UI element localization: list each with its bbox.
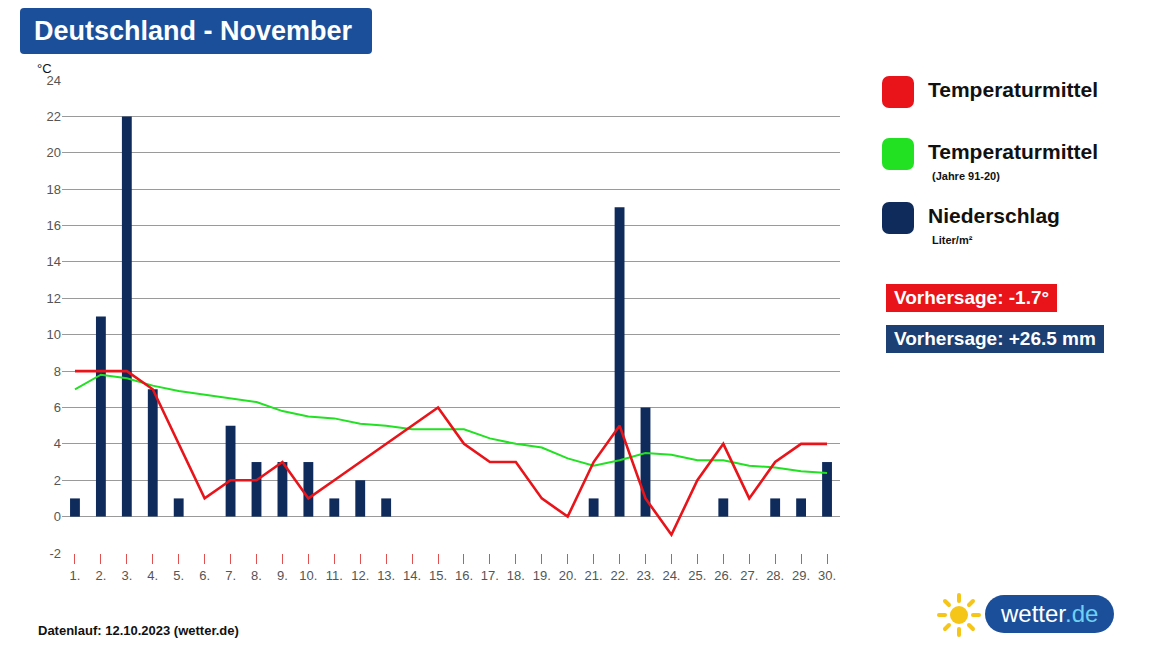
svg-text:19.: 19.: [533, 568, 551, 583]
html-text:Temperaturmittel: Temperaturmittel: [928, 140, 1098, 163]
html-text:Niederschlag: Niederschlag: [928, 204, 1060, 227]
html-text:wetter.de: wetter.de: [1001, 600, 1099, 627]
svg-text:14.: 14.: [403, 568, 421, 583]
svg-text:28.: 28.: [766, 568, 784, 583]
svg-text:29.: 29.: [792, 568, 810, 583]
svg-text:3.: 3.: [121, 568, 132, 583]
html-text:Vorhersage: +26.5 mm: Vorhersage: +26.5 mm: [894, 328, 1096, 349]
svg-text:5.: 5.: [173, 568, 184, 583]
svg-text:22: 22: [47, 109, 61, 124]
svg-text:4: 4: [54, 436, 61, 451]
svg-text:°C: °C: [37, 61, 52, 76]
svg-text:15.: 15.: [429, 568, 447, 583]
svg-text:9.: 9.: [277, 568, 288, 583]
svg-text:14: 14: [47, 254, 61, 269]
svg-text:13.: 13.: [377, 568, 395, 583]
svg-text:17.: 17.: [481, 568, 499, 583]
svg-text:20: 20: [47, 145, 61, 160]
html-text:Liter/m²: Liter/m²: [932, 234, 973, 246]
svg-text:7.: 7.: [225, 568, 236, 583]
svg-text:26.: 26.: [714, 568, 732, 583]
svg-text:-2: -2: [49, 546, 61, 561]
html-text:Deutschland - November: Deutschland - November: [34, 16, 353, 46]
svg-text:27.: 27.: [740, 568, 758, 583]
svg-text:21.: 21.: [585, 568, 603, 583]
svg-text:24.: 24.: [662, 568, 680, 583]
svg-text:20.: 20.: [559, 568, 577, 583]
svg-text:16.: 16.: [455, 568, 473, 583]
html-text:(Jahre 91-20): (Jahre 91-20): [932, 170, 1000, 182]
svg-text:12.: 12.: [351, 568, 369, 583]
svg-text:16: 16: [47, 218, 61, 233]
svg-text:25.: 25.: [688, 568, 706, 583]
html-text:Vorhersage: -1.7°: Vorhersage: -1.7°: [894, 287, 1050, 308]
svg-text:6: 6: [54, 400, 61, 415]
html-text:Datenlauf: 12.10.2023 (wetter.: Datenlauf: 12.10.2023 (wetter.de): [38, 623, 239, 638]
svg-text:18: 18: [47, 182, 61, 197]
svg-text:23.: 23.: [636, 568, 654, 583]
svg-text:1.: 1.: [70, 568, 81, 583]
svg-text:24: 24: [47, 73, 61, 88]
svg-text:11.: 11.: [326, 568, 343, 583]
svg-text:12: 12: [47, 291, 61, 306]
svg-text:8.: 8.: [251, 568, 262, 583]
svg-text:10: 10: [47, 327, 61, 342]
svg-text:6.: 6.: [199, 568, 210, 583]
svg-text:22.: 22.: [611, 568, 629, 583]
svg-text:30.: 30.: [818, 568, 836, 583]
svg-text:0: 0: [54, 509, 61, 524]
html-text:Temperaturmittel: Temperaturmittel: [928, 78, 1098, 101]
svg-text:2: 2: [54, 473, 61, 488]
svg-text:2.: 2.: [95, 568, 106, 583]
svg-text:4.: 4.: [147, 568, 158, 583]
svg-text:18.: 18.: [507, 568, 525, 583]
svg-text:8: 8: [54, 364, 61, 379]
svg-text:10.: 10.: [299, 568, 317, 583]
